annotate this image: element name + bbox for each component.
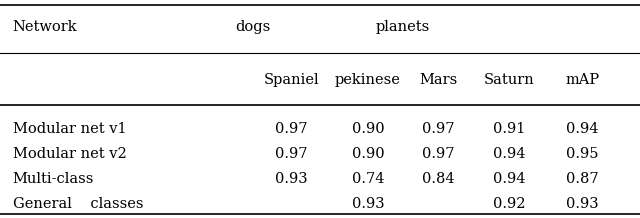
Text: 0.91: 0.91 (493, 122, 525, 136)
Text: 0.97: 0.97 (422, 122, 454, 136)
Text: 0.90: 0.90 (352, 122, 384, 136)
Text: dogs: dogs (235, 20, 271, 34)
Text: 0.94: 0.94 (493, 147, 525, 161)
Text: 0.93: 0.93 (566, 197, 598, 211)
Text: 0.94: 0.94 (493, 172, 525, 186)
Text: 0.93: 0.93 (275, 172, 307, 186)
Text: 0.90: 0.90 (352, 147, 384, 161)
Text: Network: Network (13, 20, 77, 34)
Text: 0.95: 0.95 (566, 147, 598, 161)
Text: 0.97: 0.97 (275, 122, 307, 136)
Text: Modular net v2: Modular net v2 (13, 147, 127, 161)
Text: Saturn: Saturn (483, 73, 534, 87)
Text: planets: planets (376, 20, 430, 34)
Text: 0.94: 0.94 (566, 122, 598, 136)
Text: 0.93: 0.93 (352, 197, 384, 211)
Text: 0.74: 0.74 (352, 172, 384, 186)
Text: mAP: mAP (565, 73, 600, 87)
Text: 0.87: 0.87 (566, 172, 598, 186)
Text: 0.92: 0.92 (493, 197, 525, 211)
Text: 0.97: 0.97 (422, 147, 454, 161)
Text: 0.97: 0.97 (275, 147, 307, 161)
Text: Multi-class: Multi-class (13, 172, 94, 186)
Text: Spaniel: Spaniel (264, 73, 319, 87)
Text: Modular net v1: Modular net v1 (13, 122, 127, 136)
Text: Mars: Mars (419, 73, 458, 87)
Text: 0.84: 0.84 (422, 172, 454, 186)
Text: General    classes: General classes (13, 197, 143, 211)
Text: pekinese: pekinese (335, 73, 401, 87)
